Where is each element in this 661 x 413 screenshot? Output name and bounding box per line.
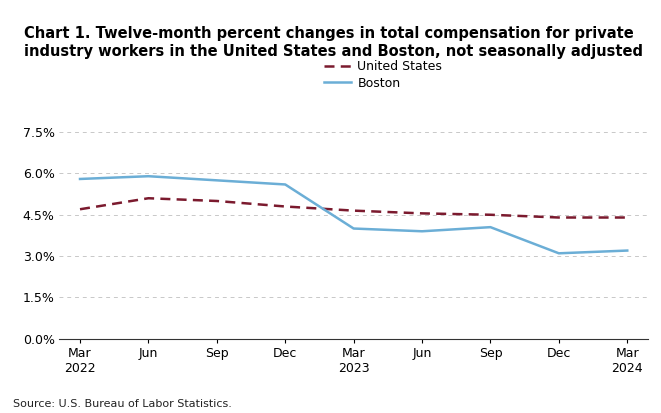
- United States: [213, 199, 221, 204]
- United States: [418, 211, 426, 216]
- Legend: United States, Boston: United States, Boston: [324, 60, 442, 90]
- Boston: [76, 176, 84, 181]
- Boston: [350, 226, 358, 231]
- Boston: [282, 182, 290, 187]
- Boston: [145, 174, 153, 179]
- United States: [145, 196, 153, 201]
- United States: [486, 212, 494, 217]
- United States: [555, 215, 563, 220]
- United States: [623, 215, 631, 220]
- Text: Source: U.S. Bureau of Labor Statistics.: Source: U.S. Bureau of Labor Statistics.: [13, 399, 232, 409]
- Boston: [486, 225, 494, 230]
- Boston: [623, 248, 631, 253]
- Line: United States: United States: [80, 198, 627, 218]
- United States: [282, 204, 290, 209]
- Line: Boston: Boston: [80, 176, 627, 253]
- United States: [76, 207, 84, 212]
- Boston: [418, 229, 426, 234]
- United States: [350, 208, 358, 213]
- Boston: [213, 178, 221, 183]
- Boston: [555, 251, 563, 256]
- Text: Chart 1. Twelve-month percent changes in total compensation for private
industry: Chart 1. Twelve-month percent changes in…: [24, 26, 643, 59]
